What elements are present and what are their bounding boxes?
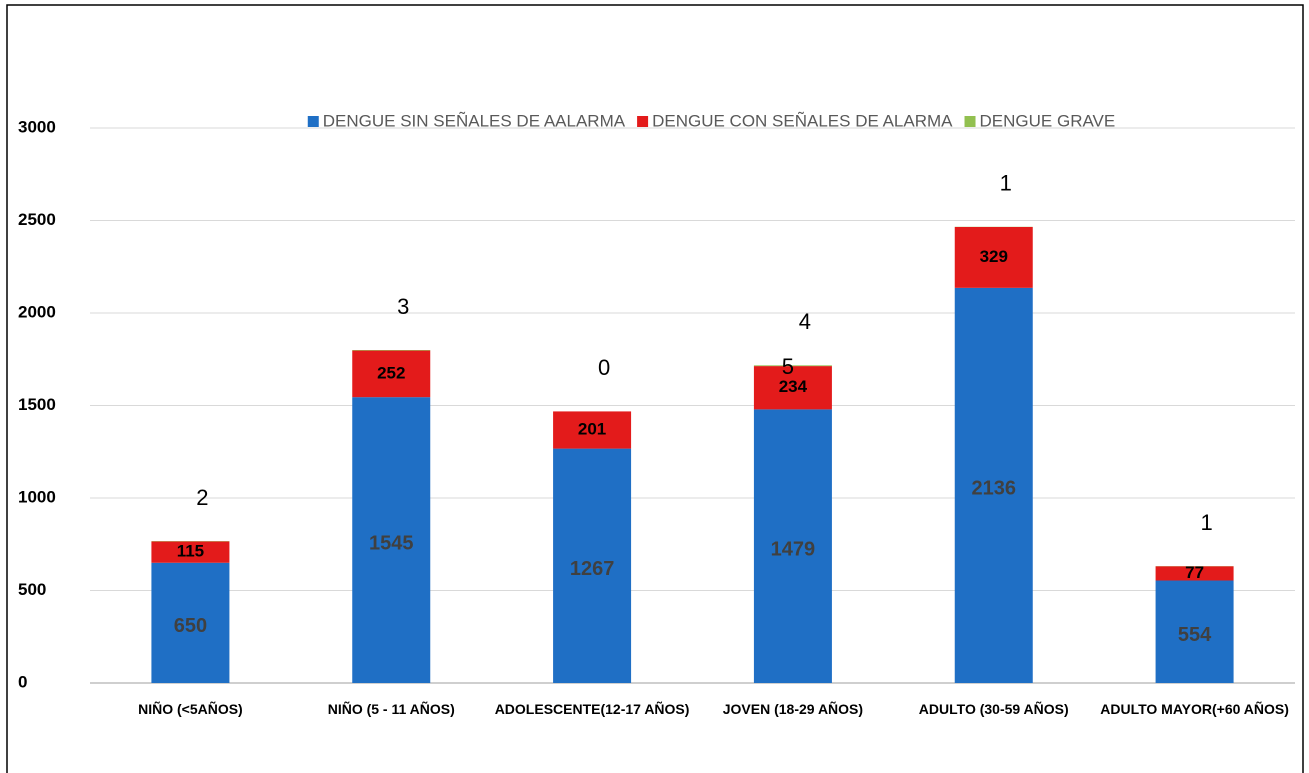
- data-label: 2: [196, 485, 208, 510]
- bar-segment: [954, 287, 1033, 683]
- legend-swatch: [964, 116, 976, 127]
- data-label: 1: [1200, 510, 1212, 535]
- legend-label: DENGUE CON SEÑALES DE ALARMA: [652, 111, 953, 130]
- x-tick-label: ADOLESCENTE(12-17 AÑOS): [494, 701, 690, 717]
- data-label: 329: [980, 247, 1008, 266]
- legend-label: DENGUE SIN SEÑALES DE AALARMA: [323, 111, 626, 130]
- legend-swatch: [637, 116, 649, 127]
- data-label: 252: [377, 363, 405, 382]
- x-tick-label: JOVEN (18-29 AÑOS): [722, 701, 864, 717]
- annotation: 5: [782, 354, 794, 379]
- data-label: 1: [1000, 171, 1012, 196]
- y-tick-label: 3000: [18, 117, 56, 136]
- data-label: 1267: [570, 558, 615, 580]
- bar-segment: [753, 366, 832, 410]
- x-tick-label-box: ADULTO (30-59 AÑOS): [918, 701, 1069, 717]
- data-label: 77: [1185, 563, 1204, 582]
- y-tick-label: 1000: [18, 487, 56, 506]
- data-label: 234: [779, 377, 808, 396]
- bar-segment: [753, 409, 832, 683]
- y-tick-label: 0: [18, 672, 27, 691]
- y-tick-label: 500: [18, 580, 46, 599]
- bar-segment: [553, 448, 632, 683]
- x-tick-label-box: ADOLESCENTE(12-17 AÑOS): [494, 701, 690, 717]
- data-label: 2136: [972, 478, 1017, 500]
- data-label: 0: [598, 355, 610, 380]
- x-tick-label-box: NIÑO (<5AÑOS): [138, 701, 243, 717]
- legend-swatch: [307, 116, 319, 127]
- data-label: 3: [397, 294, 409, 319]
- legend: DENGUE SIN SEÑALES DE AALARMA DENGUE CON …: [307, 111, 1116, 130]
- bar-segment: [151, 562, 230, 683]
- x-tick-label-box: JOVEN (18-29 AÑOS): [722, 701, 864, 717]
- x-tick-label-box: NIÑO (5 - 11 AÑOS): [327, 701, 455, 717]
- bar-segment: [151, 541, 230, 563]
- bar-segment: [352, 350, 431, 351]
- y-tick-label: 2500: [18, 210, 56, 229]
- data-label: 201: [578, 419, 606, 438]
- bar-segment: [352, 397, 431, 683]
- data-label: 554: [1178, 624, 1212, 646]
- data-label: 1479: [771, 538, 816, 560]
- bar-segment: [553, 411, 632, 449]
- x-tick-label-box: ADULTO MAYOR(+60 AÑOS): [1100, 701, 1289, 717]
- data-label: 4: [799, 309, 811, 334]
- x-tick-label: NIÑO (5 - 11 AÑOS): [327, 701, 455, 717]
- x-tick-label: NIÑO (<5AÑOS): [138, 701, 243, 717]
- data-label: 1545: [369, 532, 414, 554]
- bar-segment: [352, 350, 431, 398]
- x-tick-label: ADULTO MAYOR(+60 AÑOS): [1100, 701, 1289, 717]
- bar-segment: [753, 365, 832, 367]
- y-tick-label: 2000: [18, 302, 56, 321]
- y-tick-label: 1500: [18, 395, 56, 414]
- bar-segment: [1155, 566, 1234, 581]
- bar-segment: [1155, 580, 1234, 683]
- x-tick-label: ADULTO (30-59 AÑOS): [918, 701, 1069, 717]
- data-label: 115: [177, 542, 204, 561]
- bar-segment: [954, 226, 1033, 288]
- legend-label: DENGUE GRAVE: [980, 111, 1116, 130]
- data-label: 650: [174, 615, 207, 637]
